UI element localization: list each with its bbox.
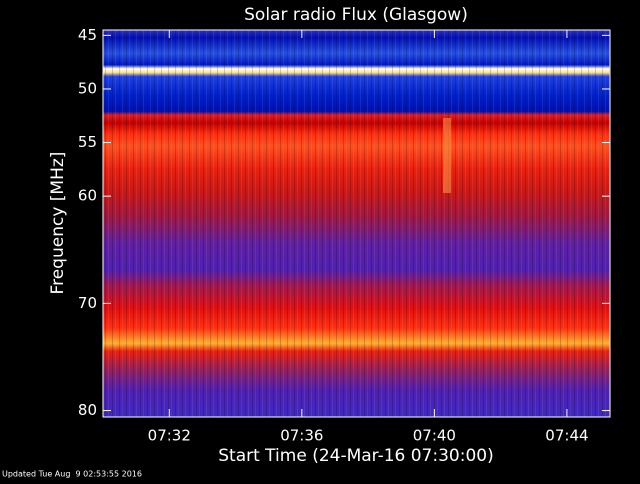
x-tick-label: 07:32 [148,427,191,445]
y-tick-label: 45 [78,26,97,44]
burst [443,118,451,193]
chart-title: Solar radio Flux (Glasgow) [244,5,468,25]
spectrogram [102,29,611,418]
spectrogram-texture [103,30,610,417]
y-tick-label: 50 [78,79,97,97]
plot-frame [102,29,611,418]
y-tick-label: 55 [78,133,97,151]
x-tick-label: 07:36 [280,427,323,445]
x-tick-label: 07:40 [413,427,456,445]
y-tick-label: 60 [78,187,97,205]
x-tick-label: 07:44 [545,427,588,445]
y-tick-label: 70 [78,294,97,312]
y-tick-label: 80 [78,401,97,419]
x-axis-label: Start Time (24-Mar-16 07:30:00) [218,446,493,466]
y-axis-label: Frequency [MHz] [48,152,68,295]
footer: Updated Tue Aug 9 02:53:55 2016 [2,470,142,479]
